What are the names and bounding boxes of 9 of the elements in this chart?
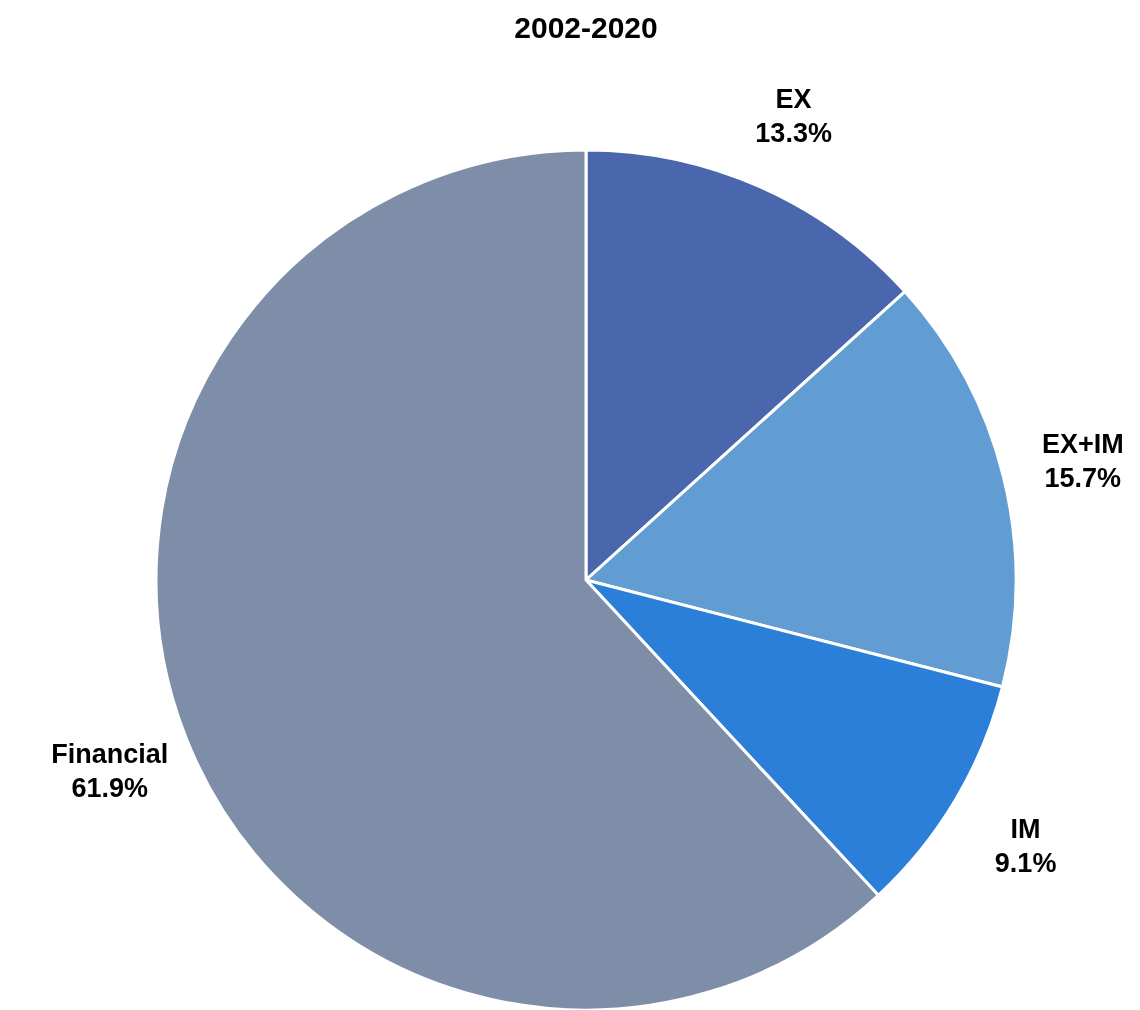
slice-label: Financial xyxy=(51,738,169,769)
data-label: 61.9% xyxy=(71,772,148,803)
slice-label: EX xyxy=(775,84,812,115)
slice-label: EX+IM xyxy=(1041,429,1124,460)
chart-title: 2002-2020 xyxy=(514,11,658,44)
slice-label: IM xyxy=(1010,813,1041,844)
data-label: 9.1% xyxy=(994,847,1057,878)
data-label: 15.7% xyxy=(1044,463,1122,494)
data-label: 13.3% xyxy=(755,118,832,149)
